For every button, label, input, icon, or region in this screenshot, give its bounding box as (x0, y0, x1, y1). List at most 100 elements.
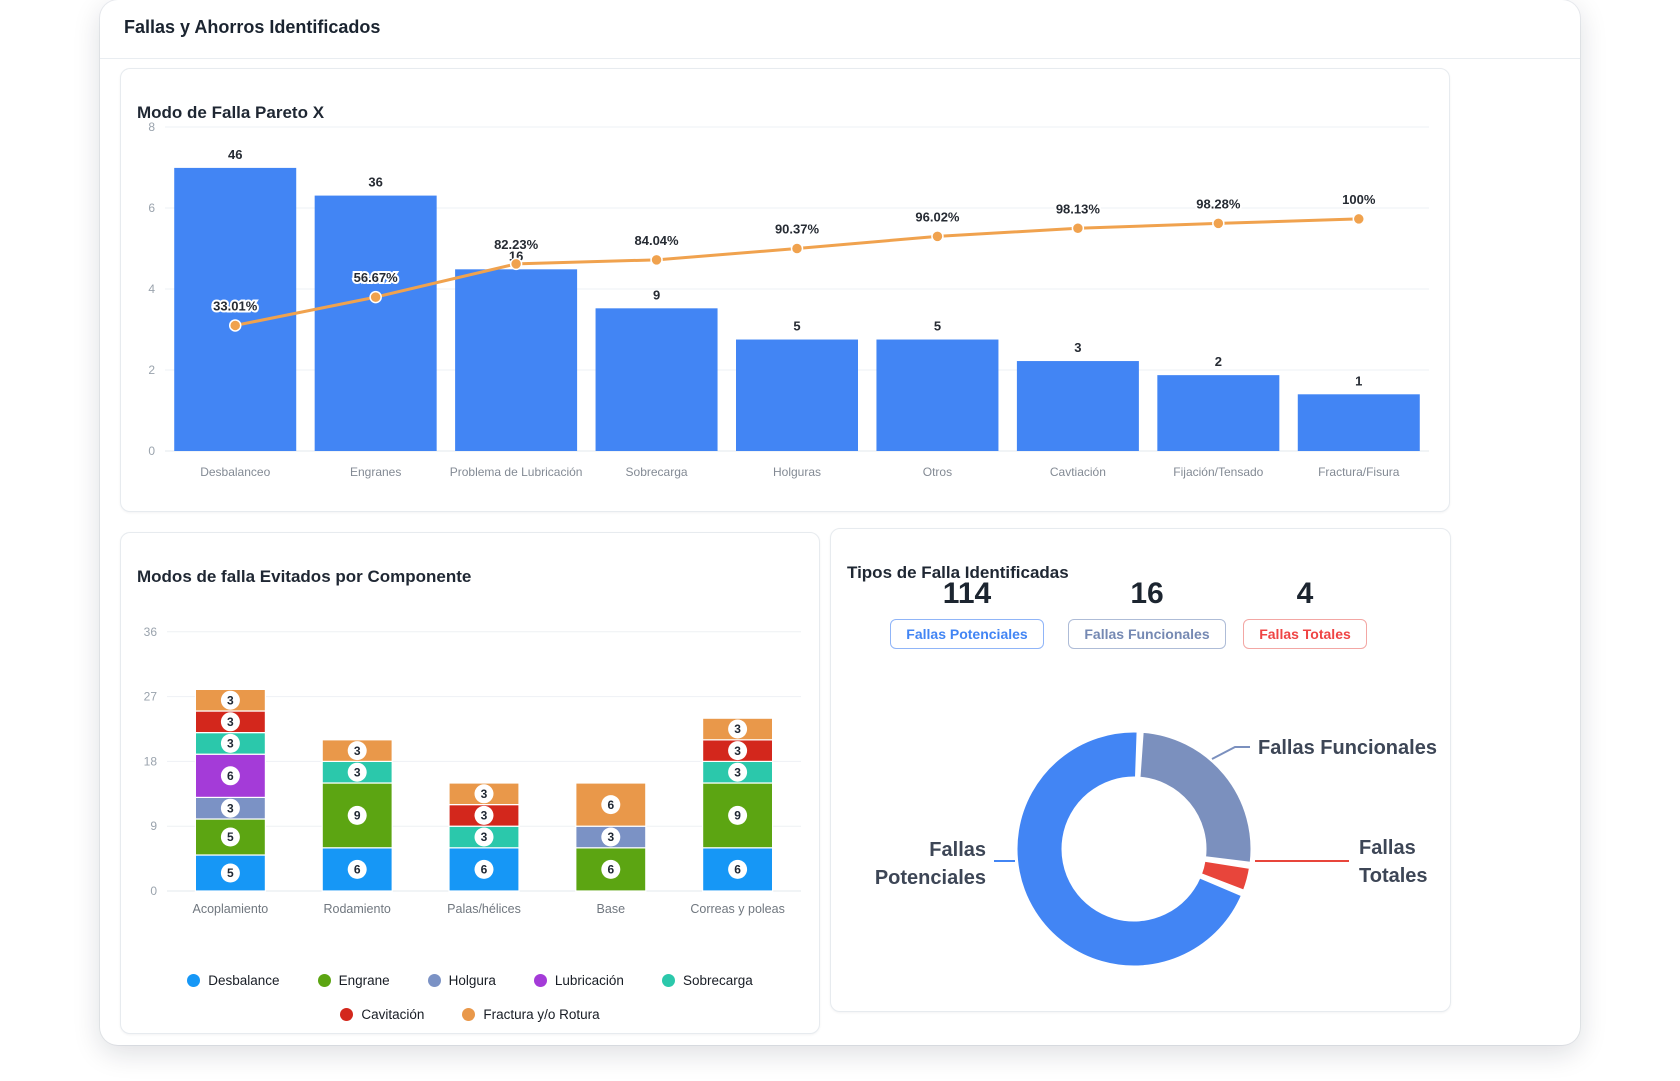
segment-label-halo (601, 795, 621, 815)
stacked-legend-row-2: Cavitación Fractura y/o Rotura (121, 1007, 819, 1022)
pareto-x-label: Desbalanceo (200, 465, 270, 479)
donut-callout-label: Fallas (929, 839, 986, 861)
segment-label: 3 (734, 744, 741, 758)
legend-item-Lubricación[interactable]: Lubricación (533, 973, 624, 988)
segment-label: 3 (734, 722, 741, 736)
pareto-x-label: Engranes (350, 465, 401, 479)
segment-label: 3 (734, 765, 741, 779)
pareto-line-point[interactable] (369, 290, 382, 304)
segment-label: 3 (227, 715, 234, 729)
segment-label-halo (601, 859, 621, 879)
segment-label: 6 (607, 863, 614, 877)
segment-label: 6 (354, 863, 361, 877)
page-title: Fallas y Ahorros Identificados (124, 17, 381, 37)
pareto-pct-label: 98.13% (1056, 201, 1101, 216)
badge-fallas-funcionales[interactable]: Fallas Funcionales (1068, 619, 1226, 649)
pareto-line-point[interactable] (228, 319, 242, 332)
legend-item-Desbalance[interactable]: Desbalance (187, 973, 280, 988)
pareto-bar-Cavtiación[interactable] (1016, 361, 1139, 451)
stacked-bar-card: Modos de falla Evitados por Componente 0… (120, 532, 820, 1034)
pareto-bar-value: 5 (934, 319, 941, 334)
pareto-bar-Otros[interactable] (876, 339, 999, 451)
pareto-bar-Holguras[interactable] (736, 339, 858, 451)
segment-label: 6 (607, 798, 614, 812)
pareto-pct-label: 98.28% (1196, 196, 1241, 211)
stacked-y-tick: 36 (144, 625, 158, 639)
pareto-pct-label: 82.23% (494, 237, 539, 252)
pareto-pct-label: 90.37% (775, 222, 820, 237)
badge-fallas-totales[interactable]: Fallas Totales (1243, 619, 1367, 649)
segment-label-halo (728, 762, 748, 782)
segment-label: 3 (481, 830, 488, 844)
segment-label-halo (728, 741, 748, 761)
pareto-bar-value: 3 (1074, 340, 1081, 355)
badge-fallas-potenciales[interactable]: Fallas Potenciales (890, 619, 1044, 649)
segment-label: 6 (734, 863, 741, 877)
legend-label: Lubricación (554, 973, 624, 988)
legend-item-Sobrecarga[interactable]: Sobrecarga (661, 973, 753, 988)
pareto-bar-Sobrecarga[interactable] (595, 308, 718, 451)
donut-callout-label: Fallas Funcionales (1258, 737, 1437, 759)
legend-item-Fractura y/o Rotura[interactable]: Fractura y/o Rotura (462, 1007, 600, 1022)
dashboard-panel: Fallas y Ahorros Identificados Modo de F… (100, 0, 1580, 1045)
segment-label-halo (347, 859, 367, 879)
segment-label: 3 (354, 765, 361, 779)
stacked-card-title: Modos de falla Evitados por Componente (137, 567, 472, 587)
pareto-line-point[interactable] (790, 242, 804, 255)
donut-callout-label: Totales (1359, 865, 1428, 887)
stacked-bar-chart: 091827365536333Acoplamiento6933Rodamient… (144, 625, 801, 916)
segment-label-halo (220, 712, 240, 732)
segment-label: 9 (354, 809, 361, 823)
stacked-x-label: Acoplamiento (193, 902, 269, 916)
legend-item-Engrane[interactable]: Engrane (317, 973, 390, 988)
donut-slice-Fallas Potenciales[interactable] (1014, 729, 1245, 969)
stat-fallas-funcionales: 16 Fallas Funcionales (1063, 577, 1231, 649)
legend-label: Desbalance (208, 973, 280, 988)
pareto-bar-Fijación/Tensado[interactable] (1157, 375, 1280, 451)
pareto-bar-value: 46 (228, 147, 242, 162)
segment-label: 6 (481, 863, 488, 877)
pareto-line-point[interactable] (509, 257, 523, 271)
pareto-card: Modo de Falla Pareto X 0 2 4 6 8 46 Desbalance… (120, 68, 1450, 512)
legend-label: Fractura y/o Rotura (483, 1007, 600, 1022)
stacked-legend-row-1: Desbalance Engrane Holgura Lubricación Sobre… (121, 973, 819, 988)
segment-label-halo (220, 690, 240, 710)
pareto-y-tick: 6 (148, 201, 155, 215)
legend-label: Cavitación (361, 1007, 425, 1022)
donut-callout-label: Fallas (1359, 837, 1416, 859)
pareto-y-tick: 2 (148, 363, 155, 377)
segment-label: 9 (734, 809, 741, 823)
legend-dot-icon (187, 974, 201, 987)
legend-dot-icon (462, 1008, 476, 1021)
pareto-bar-Fractura/Fisura[interactable] (1297, 394, 1420, 451)
pareto-pct-label: 100% (1342, 192, 1376, 207)
pareto-line-point[interactable] (931, 230, 944, 243)
legend-item-Holgura[interactable]: Holgura (427, 973, 496, 988)
stacked-x-label: Correas y poleas (690, 902, 785, 916)
pareto-bar-Problema de Lubricación[interactable] (455, 269, 578, 451)
stacked-y-tick: 9 (150, 819, 157, 833)
segment-label-halo (474, 805, 494, 825)
segment-label-halo (474, 859, 494, 879)
segment-label-halo (474, 784, 494, 804)
pareto-x-label: Holguras (773, 465, 821, 479)
pareto-bar-value: 9 (653, 287, 660, 302)
legend-item-Cavitación[interactable]: Cavitación (340, 1007, 424, 1022)
pareto-line-point[interactable] (650, 253, 663, 267)
donut-slice-Fallas Totales[interactable] (1198, 858, 1253, 893)
segment-label: 3 (227, 737, 234, 751)
donut-slice-Fallas Funcionales[interactable] (1137, 729, 1254, 865)
pareto-line-point[interactable] (1071, 222, 1085, 235)
legend-dot-icon (340, 1008, 354, 1021)
stat-value-funcionales: 16 (1130, 577, 1164, 610)
segment-label: 5 (227, 830, 234, 844)
pareto-bar-Engranes[interactable] (314, 195, 437, 451)
pareto-line-point[interactable] (1212, 217, 1225, 230)
pareto-x-label: Otros (923, 465, 952, 479)
segment-label-halo (601, 827, 621, 847)
pareto-line-point[interactable] (1352, 212, 1366, 226)
pareto-card-title: Modo de Falla Pareto X (137, 103, 325, 123)
pareto-y-tick: 4 (148, 282, 155, 296)
legend-dot-icon (317, 974, 331, 987)
pareto-bar-Desbalanceo[interactable] (174, 167, 297, 451)
